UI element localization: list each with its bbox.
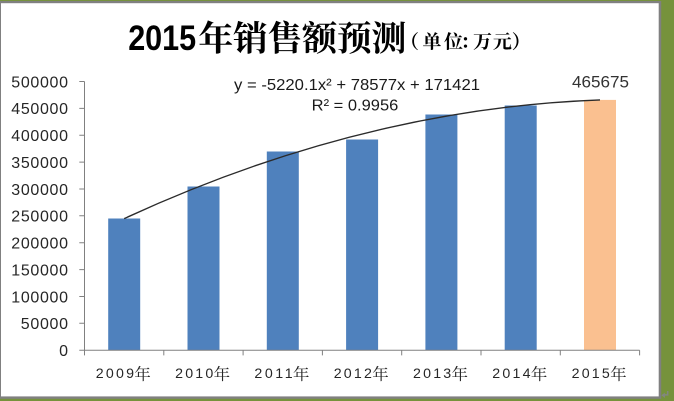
svg-text:0: 0 [59,343,68,360]
svg-text:150000: 150000 [11,262,68,279]
svg-text:200000: 200000 [11,236,68,253]
svg-text:465675: 465675 [572,72,629,91]
svg-text:250000: 250000 [11,209,68,226]
svg-text:R² = 0.9956: R² = 0.9956 [312,98,399,115]
svg-text:50000: 50000 [21,316,68,333]
svg-text:400000: 400000 [11,128,68,145]
svg-text:350000: 350000 [11,155,68,172]
svg-text:100000: 100000 [11,289,68,306]
svg-text:y = -5220.1x² + 78577x + 17142: y = -5220.1x² + 78577x + 171421 [234,77,480,94]
svg-text:2015: 2015 [128,19,196,58]
svg-text:500000: 500000 [11,74,68,91]
svg-text:450000: 450000 [11,101,68,118]
svg-text:300000: 300000 [11,182,68,199]
